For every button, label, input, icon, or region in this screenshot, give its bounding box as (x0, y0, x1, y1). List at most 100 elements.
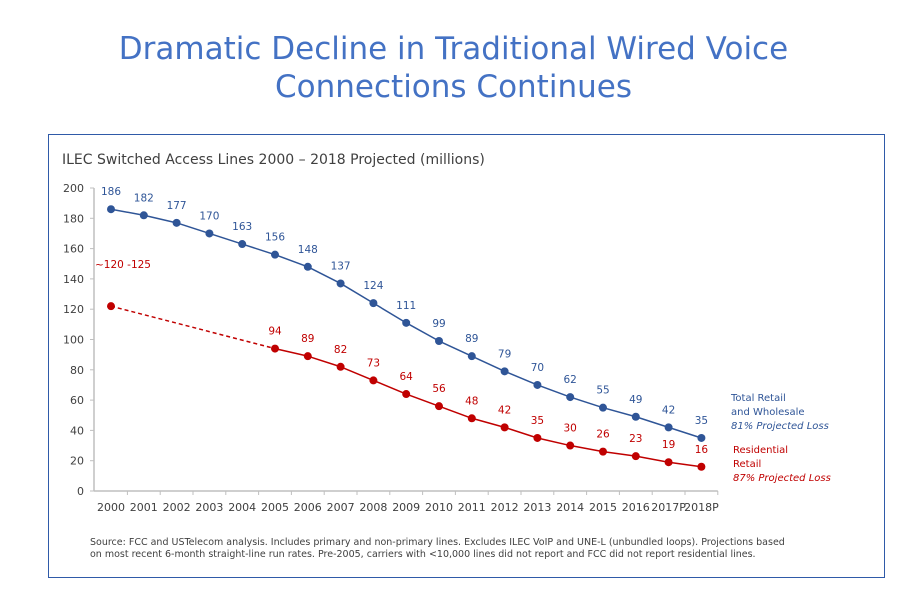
data-label: 73 (367, 357, 380, 369)
series-line-segment (635, 455, 669, 463)
total-point (369, 299, 378, 308)
legend-total-line1: Total Retail (731, 393, 786, 404)
series-line-segment (504, 426, 538, 439)
legend-total: Total Retail and Wholesale 81% Projected… (731, 392, 829, 434)
data-label: 26 (596, 429, 610, 441)
series-line-segment (110, 208, 144, 217)
series-line-segment (438, 340, 473, 357)
total-point (107, 205, 115, 214)
total-point (697, 433, 706, 442)
data-label: 19 (662, 439, 675, 451)
series-line-segment (602, 450, 636, 457)
total-point (139, 211, 148, 220)
total-point (303, 262, 312, 271)
series-line-segment (471, 355, 505, 372)
series-line-segment (241, 243, 276, 256)
total-point (500, 367, 509, 376)
chart-title: ILEC Switched Access Lines 2000 – 2018 P… (62, 152, 485, 168)
y-tick-label: 100 (63, 334, 84, 347)
x-tick-label: 2005 (261, 501, 289, 514)
series-line-segment (274, 253, 309, 268)
data-label: 156 (265, 232, 285, 244)
data-label: 16 (695, 444, 709, 456)
legend-total-note: 81% Projected Loss (731, 421, 829, 432)
series-line-segment (373, 379, 407, 395)
y-tick-label: 160 (63, 243, 84, 256)
data-label: 170 (199, 210, 219, 222)
x-tick-label: 2010 (425, 501, 453, 514)
series-line-segment (569, 396, 604, 409)
x-tick-label: 2002 (163, 501, 191, 514)
source-line1: Source: FCC and USTelecom analysis. Incl… (90, 537, 785, 548)
series-line-segment (274, 347, 308, 357)
data-label: 182 (134, 192, 154, 204)
data-label: 23 (629, 433, 642, 445)
series-line-segment (307, 266, 341, 285)
legend-res-line2: Retail (733, 459, 762, 470)
series-line-segment (668, 426, 702, 439)
x-tick-label: 2014 (556, 501, 584, 514)
data-label: 49 (629, 394, 642, 406)
data-label: 137 (331, 260, 351, 272)
y-tick-label: 0 (77, 485, 84, 498)
y-tick-label: 80 (70, 364, 84, 377)
series-line-segment (405, 322, 440, 342)
y-tick-label: 140 (63, 273, 84, 286)
x-tick-label: 2006 (294, 501, 322, 514)
residential-point (467, 414, 476, 423)
x-tick-label: 2015 (589, 501, 617, 514)
data-label: 42 (498, 404, 511, 416)
series-line-segment (635, 416, 669, 429)
data-label: 82 (334, 344, 347, 356)
data-label: 35 (695, 415, 708, 427)
residential-point (402, 390, 411, 399)
data-label: 35 (531, 415, 544, 427)
residential-point (566, 441, 575, 450)
series-line-segment (537, 437, 571, 447)
legend-res-line1: Residential (733, 445, 789, 456)
total-point (566, 393, 575, 402)
residential-point (336, 362, 345, 371)
data-label: 94 (268, 326, 282, 338)
x-tick-label: 2000 (97, 501, 125, 514)
series-line-segment (143, 214, 177, 224)
total-point (271, 250, 279, 259)
series-line-segment (570, 444, 604, 453)
y-tick-label: 60 (70, 394, 84, 407)
data-label: 177 (167, 200, 187, 212)
legend-total-line2: and Wholesale (731, 407, 805, 418)
residential-point (435, 402, 443, 411)
data-label: ~120 -125 (95, 259, 151, 271)
x-tick-label: 2018P (684, 501, 719, 514)
series-line-segment (340, 366, 374, 382)
series-line-segment (405, 393, 440, 407)
y-tick-label: 20 (70, 455, 84, 468)
series-line-segment (176, 222, 210, 235)
data-label: 163 (232, 221, 252, 233)
data-label: 148 (298, 244, 318, 256)
x-tick-label: 2004 (228, 501, 256, 514)
total-point (664, 423, 673, 432)
total-point (402, 318, 411, 327)
x-tick-label: 2011 (458, 501, 486, 514)
x-tick-label: 2017P (651, 501, 686, 514)
total-point (205, 229, 214, 238)
data-label: 124 (363, 280, 383, 292)
x-tick-label: 2008 (359, 501, 387, 514)
y-tick-label: 40 (70, 424, 84, 437)
series-line-segment (602, 406, 637, 418)
source-line2: on most recent 6-month straight-line run… (90, 549, 756, 560)
series-line-segment (471, 417, 505, 429)
total-point (336, 279, 345, 288)
series-line-segment (340, 282, 374, 304)
data-label: 89 (465, 333, 478, 345)
total-point (238, 240, 247, 249)
series-line-segment (438, 405, 473, 419)
total-point (631, 412, 640, 421)
x-tick-label: 2013 (523, 501, 551, 514)
x-tick-label: 2003 (195, 501, 223, 514)
residential-point (500, 423, 509, 432)
series-line-segment (504, 370, 538, 386)
source-note: Source: FCC and USTelecom analysis. Incl… (90, 537, 790, 561)
